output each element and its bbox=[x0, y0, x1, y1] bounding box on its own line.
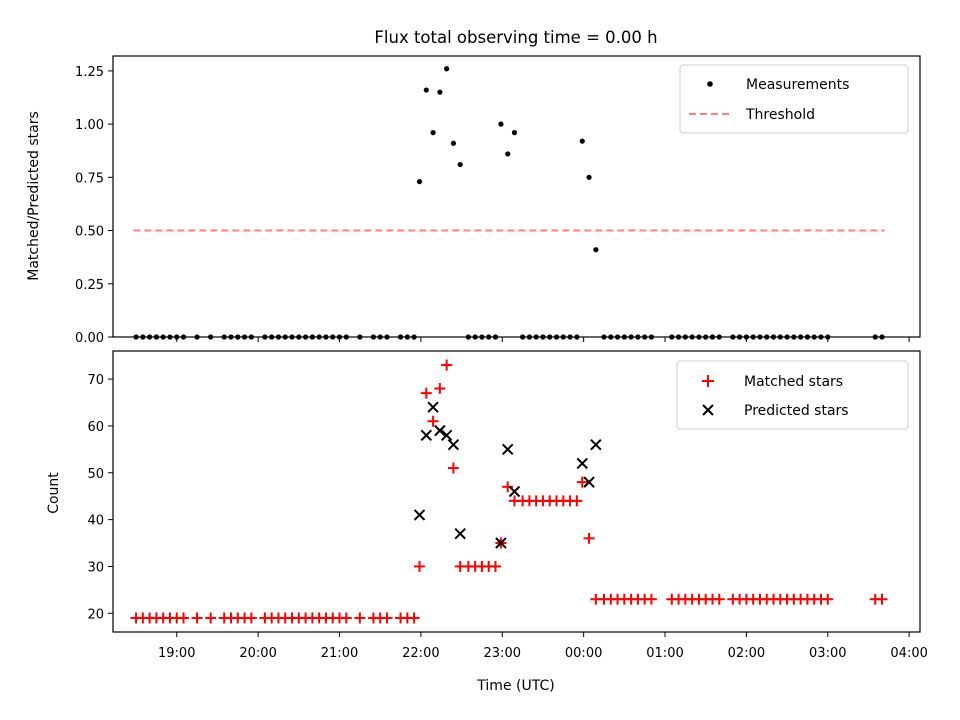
matched-stars-point bbox=[447, 462, 459, 474]
top-y-axis-label: Matched/Predicted stars bbox=[26, 111, 42, 281]
measurements-point bbox=[423, 87, 429, 93]
y-tick-label: 0.50 bbox=[75, 225, 104, 240]
y-tick-label: 0.00 bbox=[75, 331, 104, 346]
legend-label-matched-stars: Matched stars bbox=[744, 374, 843, 390]
y-tick-label: 70 bbox=[87, 373, 104, 388]
y-tick-label: 0.25 bbox=[75, 278, 104, 293]
predicted-stars-point bbox=[454, 527, 466, 540]
measurements-point bbox=[416, 178, 423, 185]
y-tick-label: 40 bbox=[87, 514, 104, 529]
x-tick-label: 23:00 bbox=[484, 646, 521, 661]
x-tick-label: 20:00 bbox=[239, 646, 276, 661]
y-tick-label: 60 bbox=[87, 420, 104, 435]
x-tick-label: 00:00 bbox=[565, 646, 602, 661]
matched-stars-point bbox=[489, 560, 501, 572]
predicted-stars-point bbox=[590, 438, 602, 451]
matched-stars-point bbox=[408, 612, 420, 624]
matched-stars-point bbox=[441, 359, 453, 371]
matched-stars-point bbox=[876, 593, 888, 605]
matched-stars-point bbox=[340, 612, 352, 624]
matched-stars-point bbox=[502, 481, 514, 493]
bottom-y-axis-label: Count bbox=[46, 472, 62, 514]
matched-stars-point bbox=[713, 593, 725, 605]
matched-stars-point bbox=[822, 593, 834, 605]
legend-label-measurements: Measurements bbox=[746, 77, 849, 93]
x-tick-label: 04:00 bbox=[890, 646, 927, 661]
matched-stars-point bbox=[354, 612, 366, 624]
matched-stars-point bbox=[420, 387, 432, 399]
x-tick-label: 21:00 bbox=[321, 646, 358, 661]
bottom-legend: Matched stars Predicted stars bbox=[676, 360, 909, 430]
matched-stars-point bbox=[434, 382, 446, 394]
bottom-panel: Count Time (UTC) 20 30 40 50 60 70 19:00 20:00… bbox=[46, 350, 928, 694]
bottom-plot-area bbox=[130, 359, 888, 624]
matched-stars-point bbox=[645, 593, 657, 605]
top-axes-frame bbox=[112, 55, 921, 338]
x-tick-label: 03:00 bbox=[809, 646, 846, 661]
measurements-point bbox=[450, 140, 457, 146]
legend-marker-matched-stars bbox=[702, 375, 714, 387]
predicted-stars-point bbox=[413, 509, 426, 521]
x-tick-label: 01:00 bbox=[646, 646, 683, 661]
measurements-point bbox=[437, 89, 443, 95]
y-tick-label: 30 bbox=[87, 560, 104, 575]
measurements-point bbox=[457, 161, 463, 168]
legend-marker-predicted-stars bbox=[702, 404, 714, 416]
bottom-axes-frame bbox=[112, 350, 921, 633]
measurements-point bbox=[430, 130, 436, 136]
predicted-stars-point bbox=[576, 457, 588, 470]
matched-stars-point bbox=[583, 532, 595, 544]
measurements-point bbox=[579, 138, 585, 144]
top-legend-box bbox=[679, 64, 909, 134]
bottom-y-axis: 20 30 40 50 60 70 bbox=[87, 373, 113, 622]
chart-title: Flux total observing time = 0.00 h bbox=[374, 28, 657, 47]
y-tick-label: 20 bbox=[87, 607, 104, 622]
y-tick-label: 50 bbox=[87, 467, 104, 482]
y-tick-label: 1.25 bbox=[75, 65, 104, 80]
bottom-x-axis: 19:00 20:00 21:00 22:00 23:00 00:00 01:00 02:00… bbox=[158, 632, 928, 661]
predicted-stars-point bbox=[501, 443, 514, 456]
top-panel: Flux total observing time = 0.00 h Match… bbox=[26, 28, 921, 346]
matched-stars-point bbox=[414, 560, 426, 572]
y-tick-label: 1.00 bbox=[75, 118, 104, 133]
measurements-point bbox=[498, 121, 504, 127]
predicted-stars-point bbox=[440, 429, 453, 442]
matched-stars-point bbox=[571, 495, 583, 507]
predicted-stars-point bbox=[583, 476, 595, 488]
matched-stars-point bbox=[576, 476, 588, 488]
measurements-point bbox=[593, 247, 599, 253]
top-y-axis: 0.00 0.25 0.50 0.75 1.00 1.25 bbox=[75, 65, 113, 346]
legend-label-threshold: Threshold bbox=[745, 107, 815, 123]
matched-stars-point bbox=[245, 612, 257, 624]
bottom-x-axis-label: Time (UTC) bbox=[476, 678, 554, 694]
matched-stars-point bbox=[178, 612, 190, 624]
measurements-point bbox=[586, 174, 592, 180]
top-legend: Measurements Threshold bbox=[679, 64, 909, 134]
x-tick-label: 22:00 bbox=[402, 646, 439, 661]
predicted-stars-point bbox=[495, 537, 507, 549]
predicted-stars-point bbox=[427, 401, 439, 413]
legend-label-predicted-stars: Predicted stars bbox=[744, 403, 849, 419]
y-tick-label: 0.75 bbox=[75, 171, 104, 186]
measurements-point bbox=[444, 66, 450, 72]
x-tick-label: 19:00 bbox=[158, 646, 195, 661]
predicted-stars-point bbox=[420, 429, 433, 442]
predicted-stars-point bbox=[447, 438, 460, 451]
legend-marker-measurements bbox=[707, 81, 713, 87]
x-tick-label: 02:00 bbox=[728, 646, 765, 661]
predicted-stars-point bbox=[508, 485, 521, 498]
matched-stars-point bbox=[205, 612, 217, 624]
matched-stars-point bbox=[191, 612, 203, 624]
matched-stars-point bbox=[381, 612, 393, 624]
predicted-stars-point bbox=[434, 424, 446, 437]
measurements-point bbox=[505, 151, 511, 157]
matched-stars-point bbox=[427, 415, 439, 427]
measurements-point bbox=[511, 130, 518, 136]
bottom-legend-box bbox=[676, 360, 909, 430]
